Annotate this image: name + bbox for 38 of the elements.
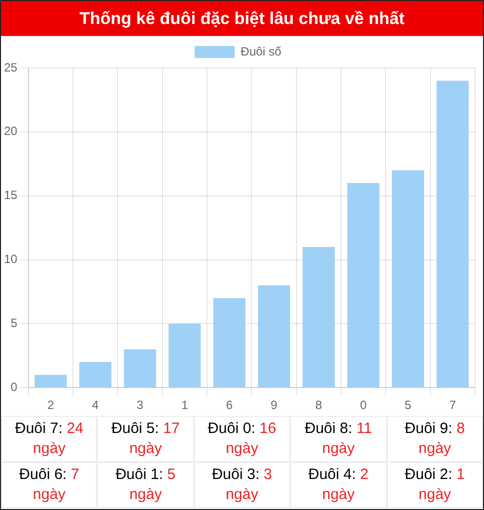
chart-title: Thống kê đuôi đặc biệt lâu chưa về nhất [1,1,483,36]
bar [436,80,469,388]
y-tick-label: 0 [10,380,18,394]
text: Đuôi 5: 17 ngày [111,420,180,457]
legend-label: Đuôi số [240,44,282,58]
x-tick-label: 2 [47,398,54,412]
y-tick-label: 10 [4,252,18,266]
bar [302,246,335,388]
y-tick-label: 20 [4,124,18,138]
x-tick-label: 3 [136,398,144,412]
x-tick-label: 0 [360,398,367,412]
x-tick-label: 9 [270,398,278,412]
x-tick-label: 4 [92,398,99,412]
y-tick-label: 25 [4,60,18,74]
text: Đuôi 3: 3 ngày [212,466,272,503]
bar [258,285,290,388]
bar [34,374,67,388]
text: Đuôi 4: 2 ngày [308,466,368,503]
text: Đuôi 7: 24 ngày [15,420,84,457]
x-tick-label: 7 [449,398,456,412]
y-tick-label: 15 [4,188,18,202]
text: Đuôi 6: 7 ngày [19,466,80,503]
bar [392,170,424,388]
bar [168,324,201,388]
y-tick-label: 5 [10,316,18,330]
text: Đuôi 1: 5 ngày [116,466,176,503]
x-tick-label: 6 [226,398,233,412]
text: Đuôi 2: 1 ngày [404,466,465,503]
bar [124,349,156,388]
bar [213,298,246,388]
text: Đuôi 8: 11 ngày [304,420,372,457]
bar [347,183,380,388]
bar [79,362,112,388]
text: Đuôi 9: 8 ngày [404,420,465,457]
x-tick-label: 1 [181,398,188,412]
text: Đuôi 0: 16 ngày [208,420,276,457]
x-tick-label: 5 [404,398,412,412]
x-tick-label: 8 [315,398,322,412]
